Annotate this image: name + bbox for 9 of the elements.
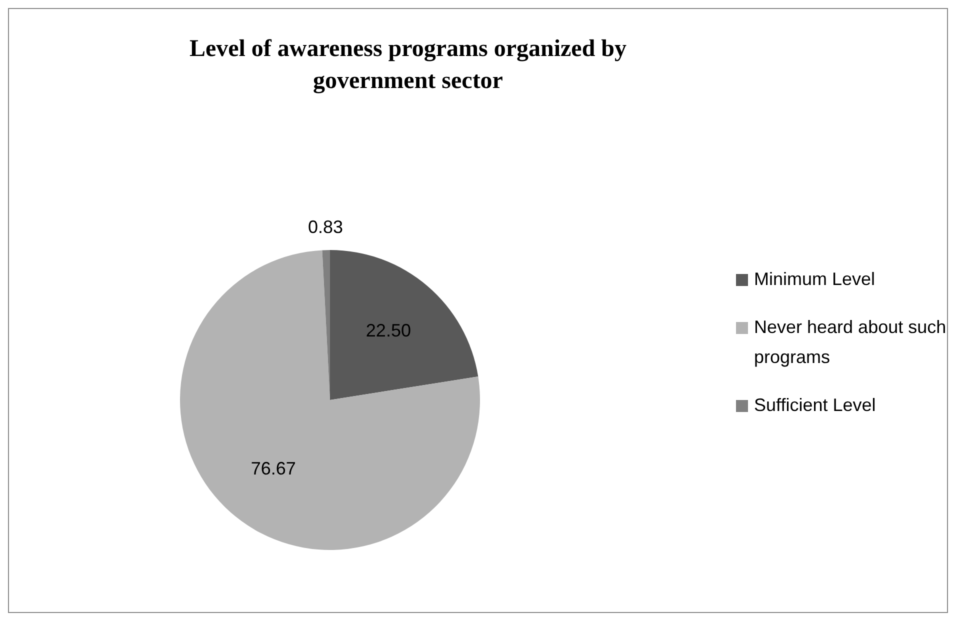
data-label: 0.83	[308, 216, 344, 237]
legend-label: Minimum Level	[754, 268, 876, 289]
data-label: 22.50	[366, 320, 411, 340]
legend-label: Sufficient Level	[754, 394, 876, 415]
pie-slice	[180, 250, 480, 550]
legend-label: Never heard about such programs	[754, 316, 946, 367]
chart-title: Level of awareness programs organized by government sector	[189, 36, 627, 94]
data-label: 76.67	[250, 458, 296, 479]
pie-slice	[330, 250, 478, 400]
